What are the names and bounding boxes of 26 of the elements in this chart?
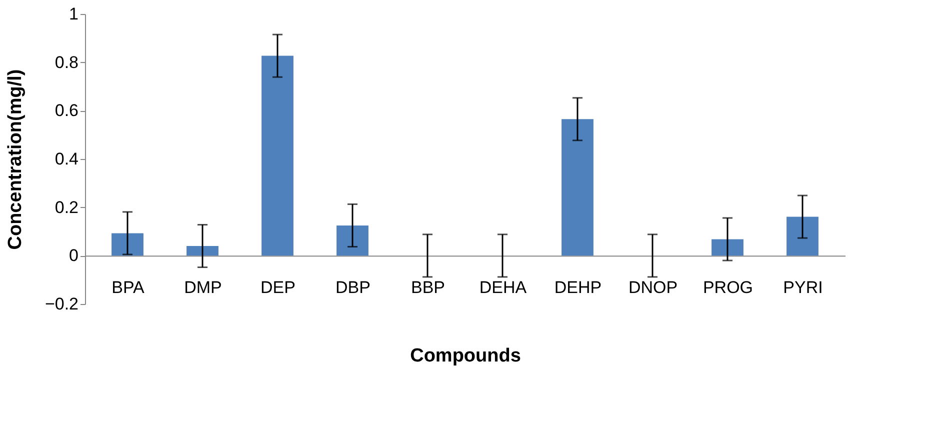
y-tick-label: 0.4 [54,150,78,168]
x-tick-label: PYRI [783,278,823,298]
y-axis-title: Concentration(mg/l) [4,69,26,250]
y-tick-label: 1 [69,4,78,24]
y-tick-label: 0.2 [54,198,78,217]
x-tick-label: DEHA [479,278,528,298]
x-tick-label: DNOP [628,278,678,298]
bar [336,225,368,256]
x-tick-label: BBP [410,278,446,298]
y-tick-label: 0.8 [54,52,78,72]
x-tick-label: PROG [702,278,754,298]
bar [562,119,594,256]
y-tick-label: 0 [69,246,78,266]
x-tick-label: DBP [336,278,370,298]
x-tick-label: BPA [112,278,146,298]
y-tick-label: 0.6 [54,101,78,120]
bar [186,246,218,256]
bar [712,239,744,256]
x-tick-label: DMP [184,278,222,298]
x-tick-label: DEHP [554,278,602,298]
y-tick-label: −0.2 [44,294,78,314]
bar [262,56,294,256]
bar [112,233,144,256]
bar [786,216,818,256]
x-tick-label: DEP [260,278,296,298]
x-axis-title: Compounds [410,346,521,366]
